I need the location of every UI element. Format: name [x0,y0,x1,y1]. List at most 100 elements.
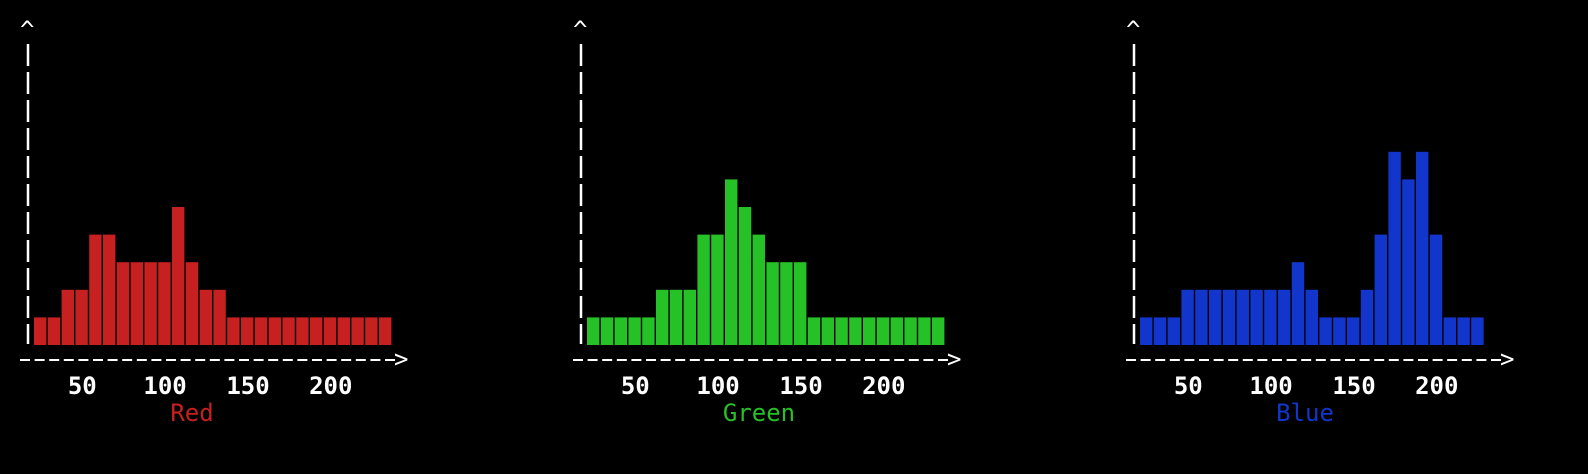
histogram-bar [932,317,945,345]
histogram-bar [614,317,627,345]
histogram-bar [241,317,254,345]
histogram-bar [1181,289,1194,345]
x-tick-label: 150 [226,372,269,400]
histogram-bar [323,317,337,345]
chart-title: Blue [1276,399,1334,427]
histogram-bar [365,317,378,345]
histogram-bar [904,317,917,345]
x-tick-label: 50 [68,372,97,400]
histogram-bar [227,317,240,345]
histogram-bar [1222,289,1236,345]
histogram-bar [766,262,779,345]
histogram-bar [849,317,862,345]
x-tick-label: 50 [1174,372,1203,400]
histogram-bar [1360,289,1374,345]
histogram-panel-red: ^ > 50 100 150 200 Red [20,16,408,427]
histogram-bar [213,289,226,345]
histogram-bar [268,317,281,345]
histogram-bar [1209,289,1222,345]
histogram-bar [1416,151,1429,345]
chart-title: Red [170,399,213,427]
histogram-bar [34,317,47,345]
x-tick-label: 200 [1415,372,1458,400]
histogram-bar [711,234,724,345]
histogram-bar [863,317,876,345]
histogram-bar [89,234,102,345]
histogram-bar [1457,317,1470,345]
histogram-bar [642,317,655,345]
histogram-bar [1471,317,1484,345]
x-axis-arrow: > [947,345,961,373]
histogram-bar [351,317,364,345]
x-tick-label: 150 [779,372,822,400]
histogram-panel-blue: ^ > 50 100 150 200 Blue [1126,16,1514,427]
histogram-bar [185,262,199,345]
tick-group: 50 100 150 200 [621,372,906,400]
chart-title: Green [723,399,795,427]
histogram-bar [282,317,295,345]
x-tick-label: 150 [1332,372,1375,400]
x-tick-label: 100 [696,372,739,400]
histogram-bar [697,234,710,345]
histogram-bar [738,207,752,345]
histogram-bar [158,262,171,345]
histogram-bar [587,317,600,345]
histogram-bar [379,317,392,345]
tick-group: 50 100 150 200 [1174,372,1459,400]
x-axis-arrow: > [394,345,408,373]
histogram-bar [1140,317,1153,345]
x-tick-label: 100 [143,372,186,400]
histogram-bar [683,289,696,345]
histogram-bar [1402,179,1415,345]
histogram-bar [1305,289,1318,345]
histogram-bar [1429,234,1443,345]
histogram-bar [890,317,903,345]
histogram-bar [1153,317,1167,345]
histogram-bar [876,317,890,345]
histogram-bar [172,207,185,345]
y-axis-arrow: ^ [20,16,34,44]
histogram-bar [1236,289,1249,345]
histogram-bar [669,289,683,345]
histogram-bar [47,317,61,345]
histogram-bar [103,234,116,345]
histogram-bar [794,262,807,345]
y-axis-arrow: ^ [1126,16,1140,44]
histogram-bar [1347,317,1360,345]
histogram-bar [918,317,931,345]
histogram-bar [61,289,74,345]
x-tick-label: 100 [1249,372,1292,400]
histogram-bar [835,317,848,345]
histogram-bar [296,317,309,345]
x-tick-label: 50 [621,372,650,400]
histogram-bar [254,317,268,345]
histogram-bar [1264,289,1277,345]
bar-group [587,179,945,345]
histogram-bar [310,317,323,345]
histogram-bar [199,289,212,345]
histogram-bar [116,262,130,345]
bar-group [34,207,392,345]
tick-group: 50 100 150 200 [68,372,353,400]
histogram-bar [1388,151,1401,345]
bar-group [1140,151,1484,345]
histogram-bar [1250,289,1263,345]
histogram-bar [1374,234,1387,345]
histogram-bar [752,234,765,345]
histogram-bar [656,289,669,345]
histogram-bar [780,262,793,345]
histogram-bar [1278,289,1291,345]
histogram-bar [337,317,350,345]
histogram-bar [1195,289,1208,345]
histogram-bar [144,262,157,345]
histogram-bar [600,317,614,345]
x-tick-label: 200 [862,372,905,400]
histogram-bar [628,317,641,345]
histogram-panel-green: ^ > 50 100 150 200 Green [573,16,961,427]
histogram-bar [1333,317,1346,345]
histogram-bar [807,317,821,345]
histogram-bar [1167,317,1180,345]
histogram-bar [1291,262,1305,345]
